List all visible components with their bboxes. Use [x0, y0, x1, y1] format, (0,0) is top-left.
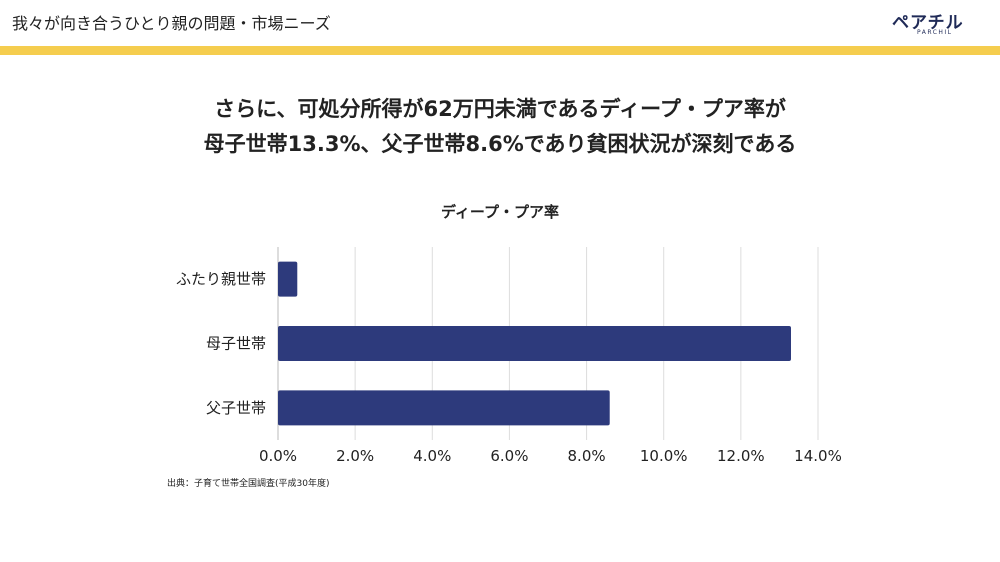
- headline-line-1: さらに、可処分所得が62万円未満であるディープ・プア率が: [214, 97, 786, 121]
- chart-title: ディープ・プア率: [440, 203, 560, 221]
- logo-subtext: PARCHIL: [917, 29, 953, 36]
- y-category-label: ふたり親世帯: [176, 270, 266, 288]
- x-tick-label: 6.0%: [490, 447, 528, 465]
- headline-line-2: 母子世帯13.3%、父子世帯8.6%であり貧困状況が深刻である: [203, 132, 797, 156]
- x-tick-label: 8.0%: [568, 447, 606, 465]
- headline: さらに、可処分所得が62万円未満であるディープ・プア率が 母子世帯13.3%、父…: [0, 92, 1000, 162]
- x-tick-label: 12.0%: [717, 447, 765, 465]
- y-category-label: 父子世帯: [206, 399, 266, 417]
- bar: [278, 390, 610, 426]
- source-note: 出典：子育て世帯全国調査(平成30年度): [167, 479, 330, 489]
- page-title: 我々が向き合うひとり親の問題・市場ニーズ: [12, 14, 331, 33]
- x-tick-label: 4.0%: [413, 447, 451, 465]
- x-tick-label: 10.0%: [640, 447, 688, 465]
- x-tick-label: 0.0%: [259, 447, 297, 465]
- accent-divider: [0, 46, 1000, 55]
- brand-logo[interactable]: ペアチル PARCHIL: [892, 8, 982, 40]
- logo-text: ペアチル: [892, 13, 964, 33]
- bar: [278, 261, 298, 297]
- y-category-label: 母子世帯: [206, 335, 266, 353]
- bar: [278, 326, 791, 361]
- header-bar: 我々が向き合うひとり親の問題・市場ニーズ ペアチル PARCHIL: [0, 0, 1000, 46]
- x-tick-label: 14.0%: [794, 447, 842, 465]
- x-tick-label: 2.0%: [336, 447, 374, 465]
